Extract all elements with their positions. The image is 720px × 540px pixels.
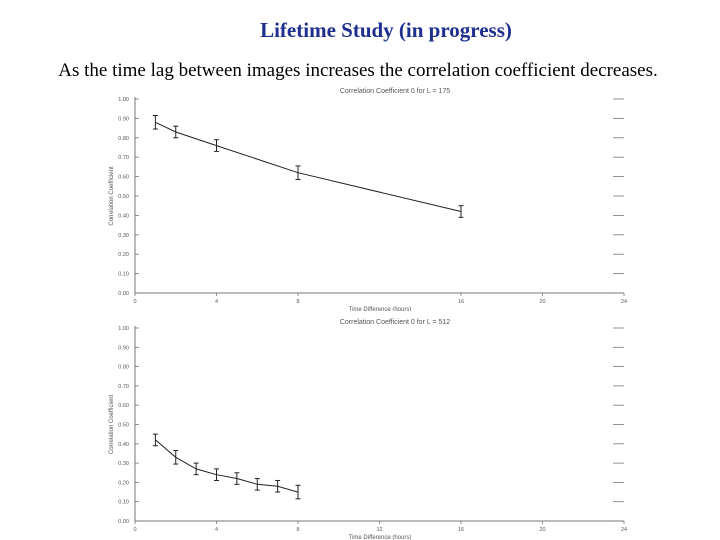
y-tick-label: 0.00 <box>118 291 129 297</box>
y-axis-label: Correlation Coefficient <box>109 166 115 226</box>
chart-title: Correlation Coefficient 0 for L = 512 <box>340 319 450 326</box>
x-tick-label: 16 <box>458 299 464 305</box>
y-tick-label: 0.80 <box>118 136 129 142</box>
data-point-errorbar <box>295 484 301 500</box>
slide-title: Lifetime Study (in progress) <box>260 18 512 42</box>
x-tick-label: 16 <box>458 527 464 533</box>
correlation-chart-l175: Correlation Coefficient 0 for L = 175 0.0… <box>97 85 637 311</box>
y-tick-label: 1.00 <box>118 326 129 332</box>
x-tick-label: 4 <box>215 527 218 533</box>
chart-title: Correlation Coefficient 0 for L = 175 <box>340 88 450 95</box>
slide-subtitle: As the time lag between images increases… <box>58 60 658 81</box>
y-tick-label: 0.40 <box>118 442 129 448</box>
data-point-errorbar <box>254 478 260 491</box>
data-point-errorbar <box>458 205 464 218</box>
y-tick-label: 0.70 <box>118 155 129 161</box>
y-axis-label: Correlation Coefficient <box>109 395 115 455</box>
series-line <box>155 439 299 493</box>
y-tick-label: 1.00 <box>118 97 129 103</box>
y-tick-label: 0.80 <box>118 365 129 371</box>
y-tick-label: 0.10 <box>118 272 129 278</box>
y-tick-label: 0.30 <box>118 461 129 467</box>
x-tick-label: 4 <box>215 299 218 305</box>
data-point-errorbar <box>152 433 158 447</box>
x-axis-label: Time Difference (hours) <box>349 307 412 311</box>
x-tick-label: 8 <box>296 527 299 533</box>
y-tick-label: 0.50 <box>118 423 129 429</box>
y-tick-label: 0.60 <box>118 403 129 409</box>
x-tick-label: 0 <box>133 299 136 305</box>
x-tick-label: 12 <box>376 527 382 533</box>
data-point-errorbar <box>152 114 158 130</box>
y-tick-label: 0.00 <box>118 519 129 525</box>
x-axis-label: Time Difference (hours) <box>349 535 412 540</box>
data-point-errorbar <box>173 450 179 465</box>
y-tick-label: 0.70 <box>118 384 129 390</box>
y-tick-label: 0.90 <box>118 345 129 351</box>
y-tick-label: 0.40 <box>118 213 129 219</box>
data-point-errorbar <box>173 125 179 139</box>
data-point-errorbar <box>295 165 301 181</box>
y-tick-label: 0.90 <box>118 116 129 122</box>
y-tick-label: 0.10 <box>118 500 129 506</box>
y-tick-label: 0.30 <box>118 233 129 239</box>
x-tick-label: 20 <box>539 527 545 533</box>
x-tick-label: 24 <box>621 299 627 305</box>
series-line <box>155 121 462 212</box>
data-point-errorbar <box>214 468 219 481</box>
y-tick-label: 0.20 <box>118 252 129 258</box>
x-tick-label: 20 <box>539 299 545 305</box>
x-tick-label: 24 <box>621 527 627 533</box>
data-point-errorbar <box>214 139 219 152</box>
y-tick-label: 0.60 <box>118 175 129 181</box>
y-tick-label: 0.20 <box>118 480 129 486</box>
data-point-errorbar <box>275 479 281 493</box>
x-tick-label: 0 <box>133 527 136 533</box>
correlation-chart-l512: Correlation Coefficient 0 for L = 512 0.0… <box>97 316 637 540</box>
y-tick-label: 0.50 <box>118 194 129 200</box>
data-point-errorbar <box>234 472 240 485</box>
data-point-errorbar <box>193 462 199 476</box>
x-tick-label: 8 <box>296 299 299 305</box>
